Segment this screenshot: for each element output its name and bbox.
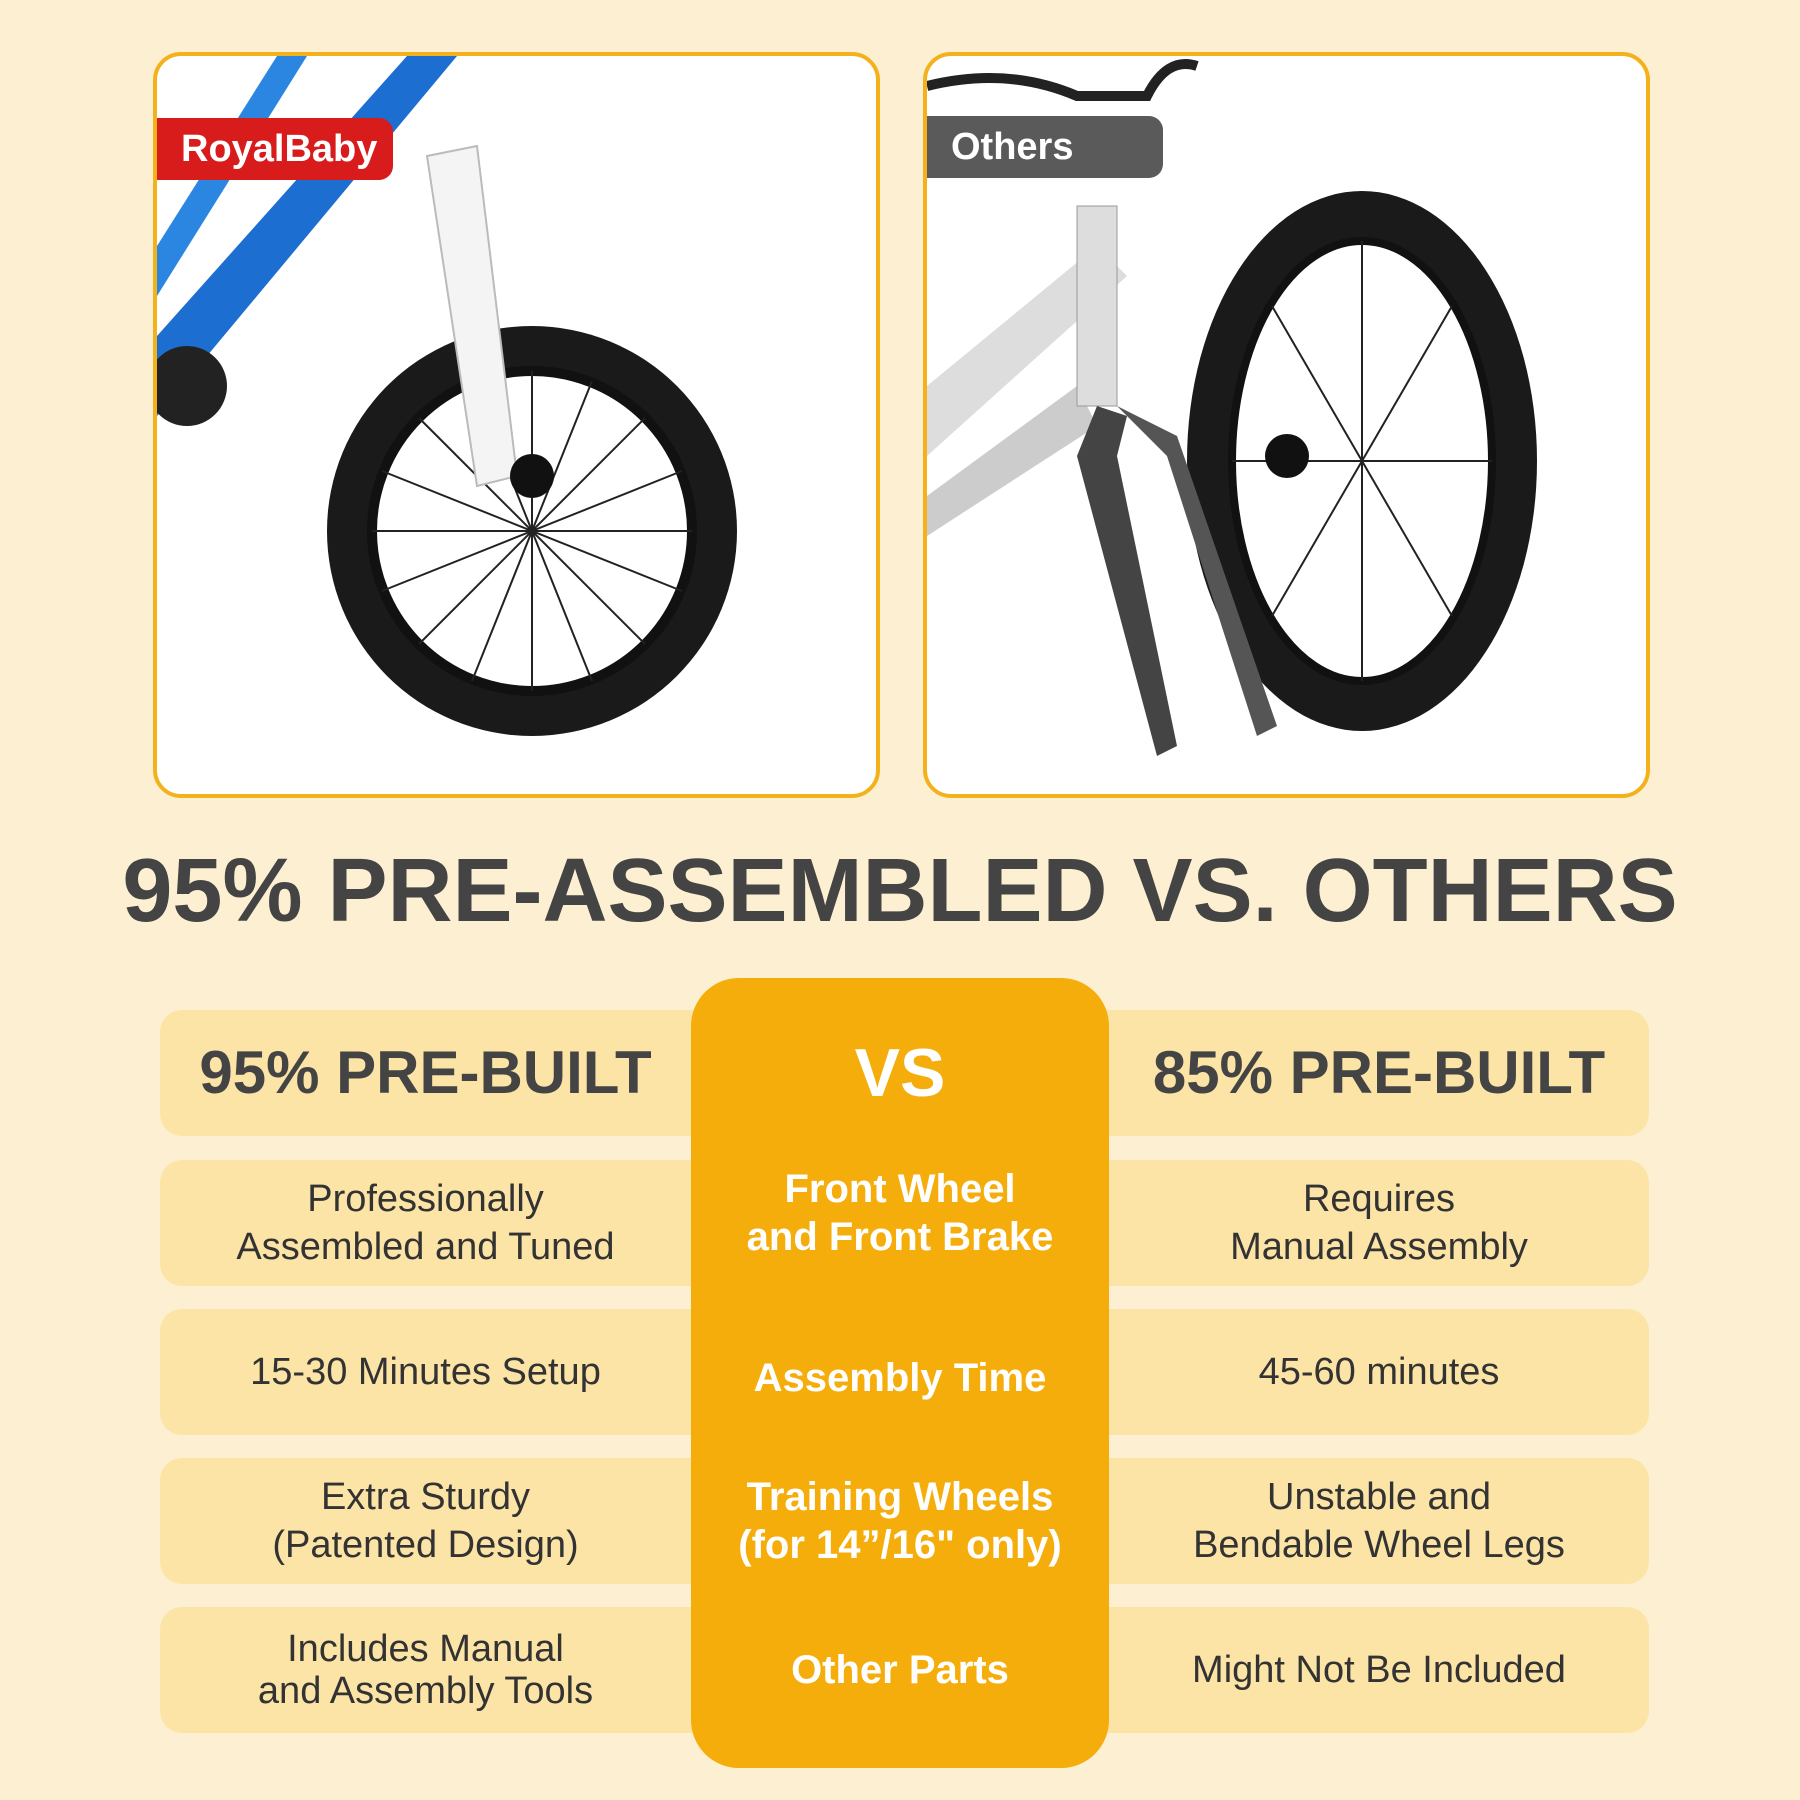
row-1-royalbaby: Professionally Assembled and Tuned xyxy=(236,1178,615,1268)
royalbaby-brand-tag: RoyalBaby xyxy=(157,118,393,180)
header-others: 85% PRE-BUILT xyxy=(1152,1039,1606,1106)
header-vs: VS xyxy=(854,1035,946,1111)
others-wheel-illustration xyxy=(927,59,1537,756)
row-4-royalbaby: Includes Manual and Assembly Tools xyxy=(257,1628,594,1712)
royalbaby-bike-image: RoyalBaby xyxy=(153,52,880,798)
page-title: 95% PRE-ASSEMBLED VS. OTHERS xyxy=(122,841,1678,941)
others-tag: Others xyxy=(927,116,1163,178)
row-4-feature: Other Parts xyxy=(791,1648,1009,1692)
row-3-royalbaby: Extra Sturdy (Patented Design) xyxy=(272,1476,579,1566)
row-1-feature: Front Wheel and Front Brake xyxy=(746,1167,1054,1259)
row-4-others: Might Not Be Included xyxy=(1192,1649,1566,1691)
header-royalbaby: 95% PRE-BUILT xyxy=(199,1039,652,1106)
row-1-others: Requires Manual Assembly xyxy=(1230,1178,1528,1268)
row-3-others: Unstable and Bendable Wheel Legs xyxy=(1193,1476,1565,1566)
royalbaby-wheel-illustration xyxy=(157,56,737,736)
row-2-royalbaby: 15-30 Minutes Setup xyxy=(250,1351,601,1393)
center-column-highlight xyxy=(691,978,1109,1768)
row-2-others: 45-60 minutes xyxy=(1258,1351,1500,1393)
others-bike-image: Others xyxy=(923,52,1650,798)
row-2-feature: Assembly Time xyxy=(753,1356,1047,1400)
row-3-feature: Training Wheels (for 14”/16" only) xyxy=(738,1475,1062,1567)
